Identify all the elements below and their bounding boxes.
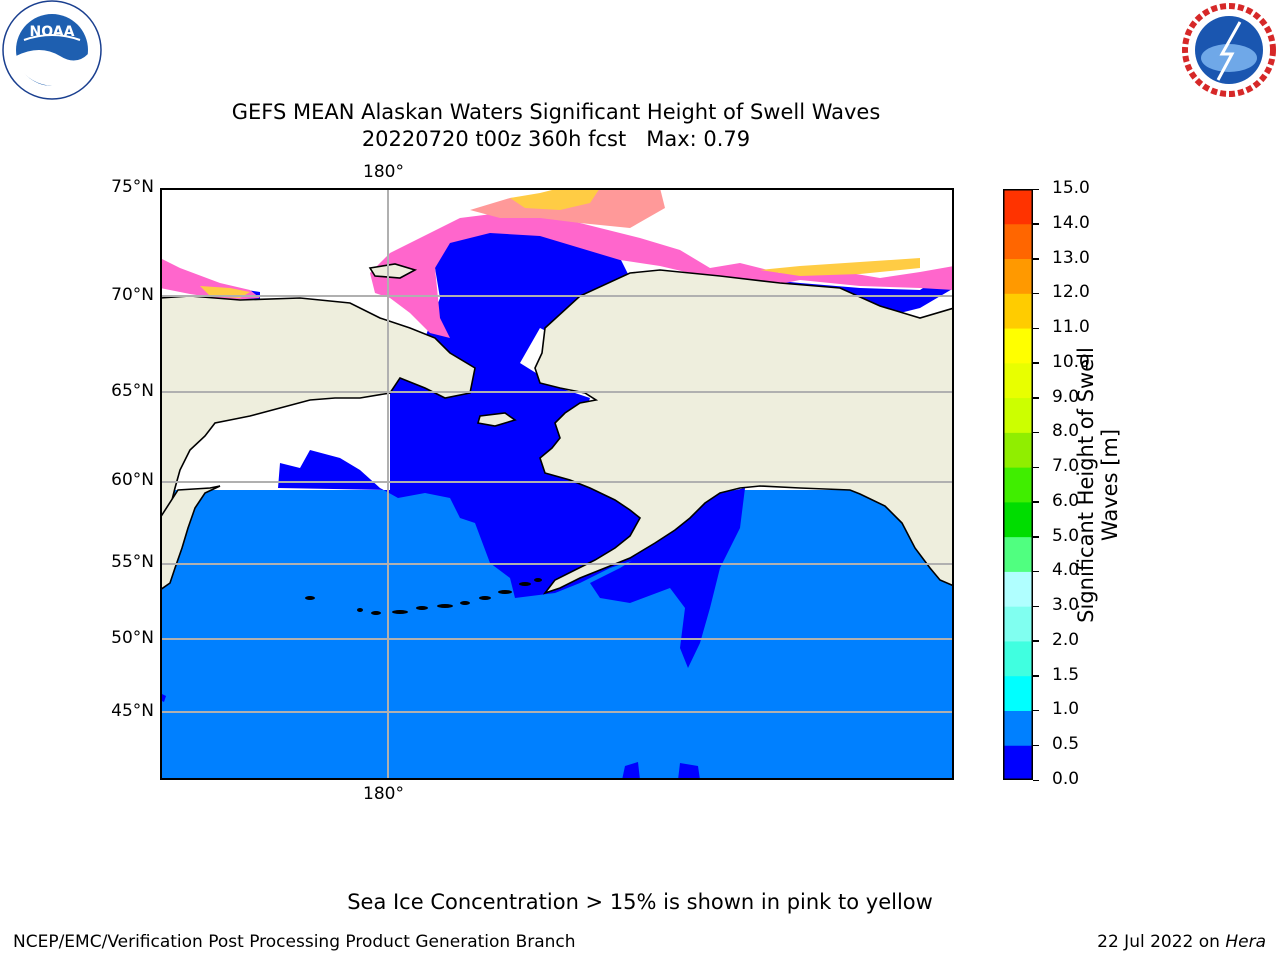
colorbar-label: Significant Height of Swell Waves [m]	[1074, 335, 1122, 635]
sea-ice-note: Sea Ice Concentration > 15% is shown in …	[347, 890, 933, 914]
colorbar-segment	[1003, 397, 1033, 433]
colorbar-tick-mark	[1033, 640, 1039, 642]
chart-subtitle: 20220720 t00z 360h fcst Max: 0.79	[361, 127, 751, 151]
colorbar-tick-label: 3.0	[1052, 595, 1080, 616]
colorbar-segment	[1003, 432, 1033, 468]
lat-label-60: 60°N	[111, 470, 154, 490]
colorbar-tick-label: 8.0	[1052, 421, 1080, 442]
lat-label-75: 75°N	[111, 177, 154, 197]
colorbar-tick-mark	[1033, 431, 1039, 434]
colorbar-segment	[1003, 328, 1033, 364]
colorbar-tick-mark	[1033, 188, 1039, 190]
colorbar-segment	[1003, 710, 1033, 746]
colorbar-segment	[1003, 223, 1033, 260]
colorbar-tick-mark	[1033, 744, 1039, 747]
colorbar-tick-mark	[1033, 570, 1039, 573]
colorbar-segment	[1003, 640, 1033, 677]
colorbar-tick-mark	[1033, 292, 1039, 295]
lat-label-55: 55°N	[111, 552, 154, 572]
lat-label-50: 50°N	[111, 628, 154, 648]
colorbar-segment	[1003, 571, 1033, 607]
colorbar-tick-mark	[1033, 362, 1039, 364]
colorbar-tick-label: 14.0	[1052, 212, 1090, 233]
colorbar-tick-mark	[1033, 675, 1039, 677]
colorbar-tick-mark	[1033, 258, 1039, 260]
footer-machine: Hera	[1225, 932, 1266, 952]
sea-ice-region	[370, 213, 954, 338]
chart-title: GEFS MEAN Alaskan Waters Significant Hei…	[231, 100, 881, 124]
colorbar-tick-label: 9.0	[1052, 386, 1080, 407]
colorbar-tick-label: 11.0	[1052, 317, 1090, 338]
colorbar-segment	[1003, 501, 1033, 538]
nws-logo	[1181, 2, 1277, 98]
colorbar-tick-mark	[1033, 605, 1039, 608]
footer-right: 22 Jul 2022 on Hera	[1097, 932, 1266, 952]
low-swell-region	[278, 226, 705, 598]
colorbar-tick-label: 0.0	[1052, 769, 1080, 789]
gridlines	[160, 188, 954, 780]
colorbar-tick-mark	[1033, 709, 1039, 712]
lat-label-65: 65°N	[111, 381, 154, 401]
aleutian-islands	[305, 578, 542, 615]
colorbar-tick-mark	[1033, 397, 1039, 399]
colorbar-tick-mark	[1033, 327, 1039, 330]
colorbar-tick-label: 7.0	[1052, 456, 1080, 477]
colorbar-tick-label: 10.0	[1052, 351, 1090, 372]
colorbar-segment	[1003, 536, 1033, 572]
colorbar-tick-label: 6.0	[1052, 490, 1080, 511]
gulf-low-region	[590, 488, 745, 668]
colorbar-tick-label: 13.0	[1052, 247, 1090, 268]
colorbar-tick-label: 1.5	[1052, 664, 1080, 685]
lon-label-top: 180°	[363, 162, 404, 182]
land-alaska	[534, 269, 954, 595]
colorbar-tick-mark	[1033, 466, 1039, 469]
colorbar-tick-mark	[1033, 501, 1039, 503]
colorbar-segment	[1003, 675, 1033, 711]
colorbar-segment	[1003, 258, 1033, 294]
colorbar-tick-label: 12.0	[1052, 282, 1090, 303]
colorbar-tick-label: 1.0	[1052, 699, 1080, 720]
colorbar-label-line2: Waves [m]	[1098, 428, 1122, 542]
colorbar-segment	[1003, 467, 1033, 503]
footer-date: 22 Jul 2022 on	[1097, 932, 1226, 952]
colorbar-label-line1: Significant Height of Swell	[1074, 347, 1098, 623]
colorbar-segment	[1003, 189, 1033, 225]
colorbar-segment	[1003, 293, 1033, 329]
colorbar-segment	[1003, 745, 1033, 780]
colorbar-tick-label: 0.5	[1052, 734, 1080, 755]
noaa-logo-text: NOAA	[30, 24, 75, 40]
colorbar-tick-label: 2.0	[1052, 629, 1080, 650]
colorbar	[1003, 189, 1033, 780]
colorbar-tick-label: 4.0	[1052, 560, 1080, 581]
colorbar-tick-mark	[1033, 536, 1039, 538]
colorbar-tick-label: 15.0	[1052, 178, 1090, 198]
lon-label-bottom: 180°	[363, 784, 404, 804]
footer-left: NCEP/EMC/Verification Post Processing Pr…	[13, 932, 576, 952]
colorbar-segment	[1003, 606, 1033, 642]
colorbar-tick-mark	[1033, 223, 1039, 225]
noaa-logo: NOAA	[2, 0, 102, 100]
colorbar-tick-label: 5.0	[1052, 525, 1080, 546]
lat-label-45: 45°N	[111, 701, 154, 721]
colorbar-tick-mark	[1033, 779, 1039, 781]
map-panel	[160, 188, 954, 780]
colorbar-segment	[1003, 362, 1033, 399]
lat-label-70: 70°N	[111, 285, 154, 305]
